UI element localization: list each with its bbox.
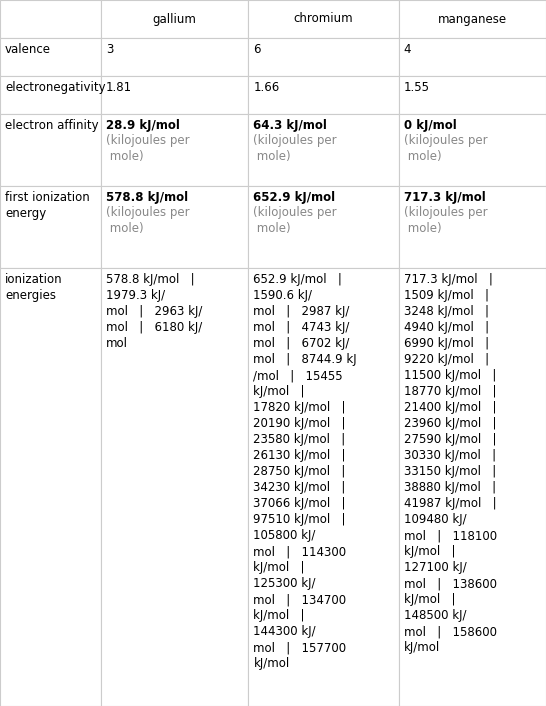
Bar: [399, 186, 546, 268]
Text: (kilojoules per
 mole): (kilojoules per mole): [403, 206, 487, 235]
Text: 3: 3: [106, 43, 114, 56]
Text: 1.55: 1.55: [403, 81, 430, 94]
Text: first ionization
energy: first ionization energy: [5, 191, 90, 220]
Bar: [248, 114, 399, 186]
Text: 578.8 kJ/mol: 578.8 kJ/mol: [106, 191, 188, 204]
Text: 1.81: 1.81: [106, 81, 132, 94]
Text: 717.3 kJ/mol   |
1509 kJ/mol   |
3248 kJ/mol   |
4940 kJ/mol   |
6990 kJ/mol   |: 717.3 kJ/mol | 1509 kJ/mol | 3248 kJ/mol…: [403, 273, 497, 654]
Bar: [101, 186, 248, 268]
Text: 64.3 kJ/mol: 64.3 kJ/mol: [253, 119, 327, 132]
Bar: [0, 268, 101, 706]
Bar: [101, 76, 248, 114]
Bar: [0, 114, 101, 186]
Text: 578.8 kJ/mol   |
1979.3 kJ/
mol   |   2963 kJ/
mol   |   6180 kJ/
mol: 578.8 kJ/mol | 1979.3 kJ/ mol | 2963 kJ/…: [106, 273, 203, 350]
Text: 652.9 kJ/mol   |
1590.6 kJ/
mol   |   2987 kJ/
mol   |   4743 kJ/
mol   |   6702: 652.9 kJ/mol | 1590.6 kJ/ mol | 2987 kJ/…: [253, 273, 357, 670]
Bar: [248, 76, 399, 114]
Bar: [101, 114, 248, 186]
Bar: [101, 38, 248, 76]
Text: manganese: manganese: [438, 13, 507, 25]
Bar: [0, 38, 101, 76]
Bar: [248, 186, 399, 268]
Text: (kilojoules per
 mole): (kilojoules per mole): [253, 206, 337, 235]
Text: (kilojoules per
 mole): (kilojoules per mole): [253, 134, 337, 163]
Text: gallium: gallium: [153, 13, 197, 25]
Bar: [101, 0, 248, 38]
Text: (kilojoules per
 mole): (kilojoules per mole): [106, 134, 189, 163]
Bar: [0, 0, 101, 38]
Text: 1.66: 1.66: [253, 81, 280, 94]
Text: 652.9 kJ/mol: 652.9 kJ/mol: [253, 191, 336, 204]
Text: 0 kJ/mol: 0 kJ/mol: [403, 119, 456, 132]
Text: electronegativity: electronegativity: [5, 81, 105, 94]
Bar: [399, 268, 546, 706]
Text: ionization
energies: ionization energies: [5, 273, 63, 302]
Text: 4: 4: [403, 43, 411, 56]
Text: 28.9 kJ/mol: 28.9 kJ/mol: [106, 119, 180, 132]
Text: electron affinity: electron affinity: [5, 119, 99, 132]
Text: (kilojoules per
 mole): (kilojoules per mole): [403, 134, 487, 163]
Bar: [399, 38, 546, 76]
Bar: [399, 0, 546, 38]
Text: valence: valence: [5, 43, 51, 56]
Bar: [248, 268, 399, 706]
Bar: [248, 0, 399, 38]
Text: 6: 6: [253, 43, 261, 56]
Text: (kilojoules per
 mole): (kilojoules per mole): [106, 206, 189, 235]
Bar: [101, 268, 248, 706]
Text: chromium: chromium: [294, 13, 353, 25]
Bar: [399, 114, 546, 186]
Bar: [248, 38, 399, 76]
Bar: [0, 186, 101, 268]
Text: 717.3 kJ/mol: 717.3 kJ/mol: [403, 191, 485, 204]
Bar: [0, 76, 101, 114]
Bar: [399, 76, 546, 114]
